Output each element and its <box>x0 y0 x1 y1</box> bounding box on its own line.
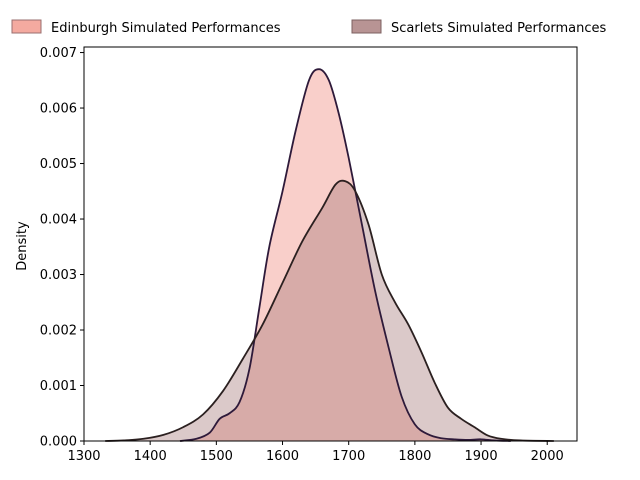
y-tick-label: 0.003 <box>40 268 77 283</box>
series-line-0 <box>179 68 511 442</box>
legend-swatch-scarlets <box>351 19 382 34</box>
y-tick-label: 0.006 <box>40 102 77 117</box>
plot-frame <box>83 46 578 442</box>
x-tick-label: 1600 <box>266 449 299 464</box>
series-area-0 <box>179 69 511 441</box>
x-tick-label: 1800 <box>398 449 431 464</box>
legend: Edinburgh Simulated Performances Scarlet… <box>11 19 607 36</box>
legend-label-edinburgh: Edinburgh Simulated Performances <box>51 21 281 36</box>
y-tick-label: 0.007 <box>40 46 77 61</box>
series-line-1 <box>105 179 554 442</box>
y-tick-label: 0.000 <box>40 435 77 450</box>
y-axis: 0.000 0.001 0.002 0.003 0.004 0.005 0.006 0.007 <box>40 46 84 450</box>
y-tick-label: 0.004 <box>40 213 77 228</box>
y-axis-label: Density <box>15 221 30 271</box>
x-tick-label: 1500 <box>200 449 233 464</box>
x-tick-label: 1900 <box>465 449 498 464</box>
x-tick-label: 1300 <box>67 449 100 464</box>
y-tick-label: 0.002 <box>40 324 77 339</box>
x-tick-label: 2000 <box>531 449 564 464</box>
legend-label-scarlets: Scarlets Simulated Performances <box>391 21 607 36</box>
y-tick-label: 0.005 <box>40 157 77 172</box>
y-tick-label: 0.001 <box>40 379 77 394</box>
x-tick-label: 1700 <box>332 449 365 464</box>
x-axis: 1300 1400 1500 1600 1700 1800 1900 2000 <box>67 441 564 464</box>
series-layer <box>105 68 554 442</box>
legend-swatch-edinburgh <box>11 19 42 34</box>
x-tick-label: 1400 <box>134 449 167 464</box>
series-area-1 <box>105 180 554 441</box>
